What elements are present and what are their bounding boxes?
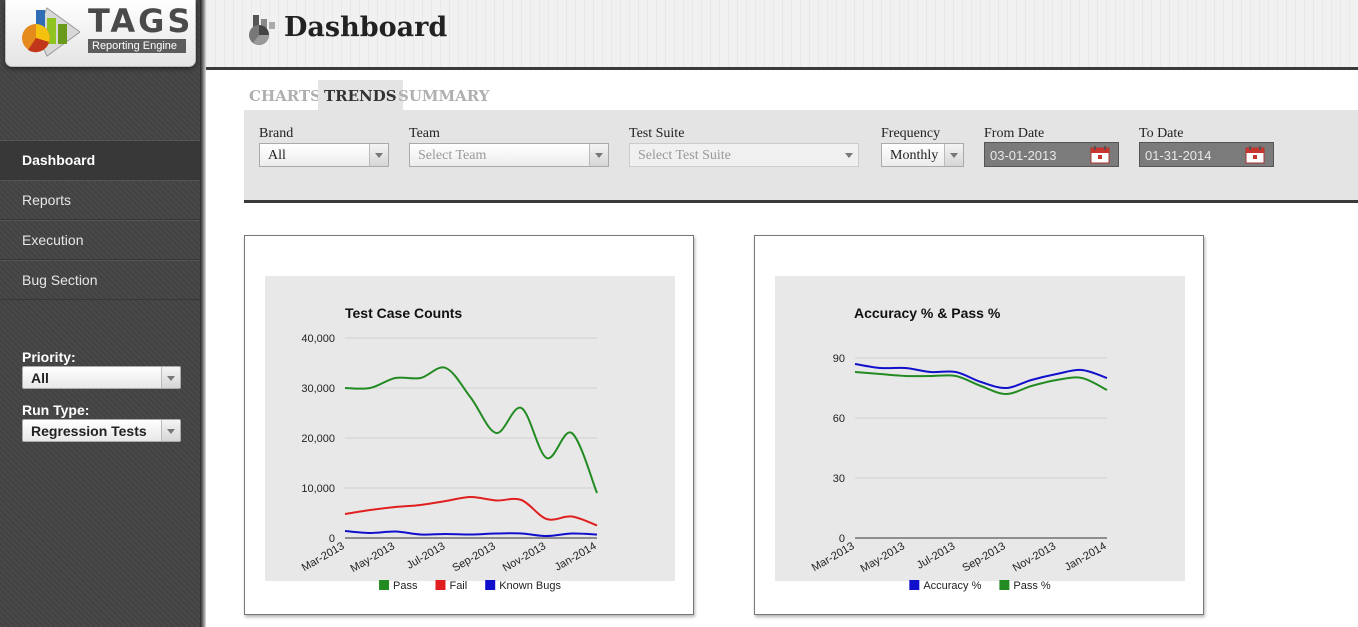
priority-value: All — [31, 370, 49, 386]
sidebar-item-execution[interactable]: Execution — [0, 220, 200, 260]
legend-label: Fail — [449, 580, 467, 592]
from-date-value: 03-01-2013 — [990, 148, 1057, 163]
brand-value: All — [268, 148, 286, 163]
legend-label: Accuracy % — [923, 580, 981, 592]
legend-swatch — [999, 580, 1010, 590]
legend-swatch — [379, 580, 390, 590]
chevron-down-icon[interactable] — [589, 144, 608, 166]
test-suite-select[interactable]: Select Test Suite — [629, 143, 859, 167]
chart-title: Accuracy % & Pass % — [854, 305, 1001, 321]
chevron-down-icon[interactable] — [840, 144, 858, 166]
chevron-down-icon[interactable] — [944, 144, 963, 166]
sidebar — [0, 0, 200, 627]
sidebar-divider — [200, 0, 206, 627]
accuracy-pass-card: Accuracy % & Pass % 0 30 60 90 Mar-2013 May-20… — [754, 235, 1204, 615]
to-date-input[interactable]: 01-31-2014 — [1139, 142, 1274, 167]
dashboard-icon — [249, 15, 275, 46]
legend-label: Pass — [393, 580, 418, 592]
sidebar-item-label: Dashboard — [22, 152, 96, 168]
series-line — [854, 363, 1108, 390]
legend-swatch — [485, 580, 496, 590]
chevron-down-icon[interactable] — [369, 144, 388, 166]
legend-label: Pass % — [1013, 580, 1051, 592]
frequency-label: Frequency — [881, 126, 941, 141]
app-logo[interactable]: TAGS Reporting Engine — [5, 0, 196, 67]
priority-label: Priority: — [22, 349, 76, 365]
test-case-counts-card: Test Case Counts 0 10,000 20,000 30,000 40,00… — [244, 235, 694, 615]
team-placeholder: Select Team — [418, 148, 487, 163]
from-date-label: From Date — [984, 126, 1045, 141]
team-label: Team — [409, 126, 440, 141]
legend-swatch — [909, 580, 920, 590]
chevron-down-icon[interactable] — [161, 367, 180, 388]
brand-label: Brand — [259, 126, 294, 141]
frequency-select[interactable]: Monthly — [881, 143, 964, 167]
header-divider — [206, 67, 1358, 70]
logo-subtitle: Reporting Engine — [88, 39, 186, 53]
run-type-select[interactable]: Regression Tests — [22, 419, 181, 442]
to-date-value: 01-31-2014 — [1145, 148, 1212, 163]
page-title: Dashboard — [284, 12, 448, 43]
legend-swatch — [435, 580, 446, 590]
y-tick-label: 0 — [329, 533, 335, 545]
logo-title: TAGS — [88, 2, 194, 40]
filter-panel-divider — [244, 200, 1358, 203]
y-tick-label: 0 — [839, 533, 845, 545]
team-select[interactable]: Select Team — [409, 143, 609, 167]
calendar-icon[interactable] — [1090, 145, 1110, 164]
test-suite-placeholder: Select Test Suite — [638, 148, 731, 163]
chart-background — [265, 276, 675, 581]
chart-background — [775, 276, 1185, 581]
y-tick-label: 60 — [833, 413, 845, 425]
tab-summary[interactable]: SUMMARY — [398, 87, 490, 105]
to-date-label: To Date — [1139, 126, 1184, 141]
y-tick-label: 10,000 — [301, 483, 335, 495]
sidebar-nav: Dashboard Reports Execution Bug Section — [0, 140, 200, 300]
y-tick-label: 30 — [833, 473, 845, 485]
y-tick-label: 20,000 — [301, 433, 335, 445]
frequency-value: Monthly — [890, 148, 939, 163]
run-type-value: Regression Tests — [31, 423, 147, 439]
sidebar-item-dashboard[interactable]: Dashboard — [0, 140, 200, 180]
tab-trends[interactable]: TRENDS — [318, 80, 403, 110]
series-line — [344, 495, 598, 527]
brand-select[interactable]: All — [259, 143, 389, 167]
series-line — [344, 366, 598, 494]
header — [206, 0, 1358, 67]
sidebar-item-label: Reports — [22, 192, 72, 208]
chart-title: Test Case Counts — [345, 305, 462, 321]
from-date-input[interactable]: 03-01-2013 — [984, 142, 1119, 167]
series-line — [344, 530, 598, 538]
sidebar-item-label: Execution — [22, 232, 84, 248]
run-type-label: Run Type: — [22, 402, 90, 418]
y-tick-label: 30,000 — [301, 383, 335, 395]
legend-label: Known Bugs — [499, 580, 561, 592]
test-suite-label: Test Suite — [629, 126, 685, 141]
tags-logo-icon — [22, 7, 80, 57]
tab-charts[interactable]: CHARTS — [249, 87, 321, 105]
series-line — [854, 371, 1108, 396]
sidebar-item-bug-section[interactable]: Bug Section — [0, 260, 200, 300]
y-tick-label: 40,000 — [301, 333, 335, 345]
y-tick-label: 90 — [833, 353, 845, 365]
priority-select[interactable]: All — [22, 366, 181, 389]
test-case-counts-chart: Test Case Counts 0 10,000 20,000 30,000 40,00… — [265, 276, 675, 592]
calendar-icon[interactable] — [1245, 145, 1265, 164]
sidebar-item-label: Bug Section — [22, 272, 98, 288]
sidebar-item-reports[interactable]: Reports — [0, 180, 200, 220]
chevron-down-icon[interactable] — [161, 420, 180, 441]
